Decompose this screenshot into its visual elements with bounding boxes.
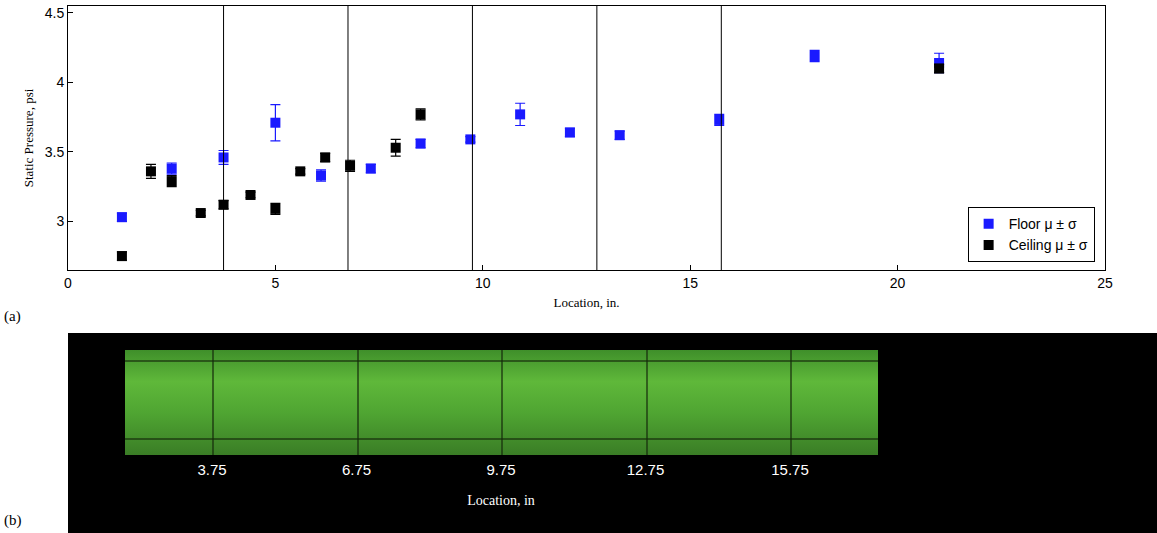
svg-text:Static Pressure, psi: Static Pressure, psi [21, 88, 36, 187]
html-text:3.75: 3.75 [197, 461, 227, 478]
html-text:(b): (b) [4, 512, 22, 528]
svg-text:15: 15 [682, 275, 698, 291]
svg-text:3: 3 [56, 213, 64, 229]
html-text:Location, in: Location, in [467, 493, 535, 508]
svg-text:Location, in.: Location, in. [553, 295, 619, 310]
svg-text:Floor μ ± σ: Floor μ ± σ [1009, 216, 1077, 232]
svg-text:20: 20 [890, 275, 906, 291]
html-text:9.75: 9.75 [486, 461, 516, 478]
html-text:(a): (a) [4, 308, 21, 324]
svg-text:10: 10 [475, 275, 491, 291]
html-text:12.75: 12.75 [626, 461, 665, 478]
svg-text:5: 5 [272, 275, 280, 291]
svg-text:25: 25 [1097, 275, 1113, 291]
svg-text:4.5: 4.5 [45, 5, 65, 21]
svg-text:Ceiling μ ± σ: Ceiling μ ± σ [1009, 237, 1088, 253]
svg-text:4: 4 [56, 74, 64, 90]
html-text:15.75: 15.75 [771, 461, 809, 478]
svg-text:3.5: 3.5 [45, 144, 65, 160]
svg-text:0: 0 [64, 275, 72, 291]
html-text:6.75: 6.75 [341, 461, 372, 478]
